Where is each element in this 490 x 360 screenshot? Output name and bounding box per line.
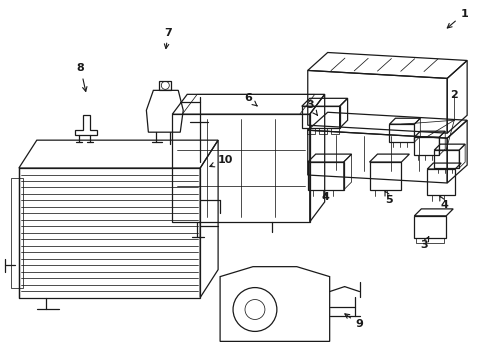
Bar: [307, 128, 315, 134]
Text: 7: 7: [164, 28, 172, 49]
Bar: [331, 128, 339, 134]
Text: 1: 1: [447, 9, 468, 28]
Text: 4: 4: [322, 192, 330, 202]
Text: 3: 3: [306, 100, 318, 116]
Bar: [318, 128, 327, 134]
Text: 8: 8: [77, 63, 87, 91]
Text: 6: 6: [244, 93, 257, 106]
Text: 5: 5: [385, 191, 393, 205]
Bar: [416, 238, 444, 243]
Text: 2: 2: [450, 90, 458, 100]
Text: 4: 4: [440, 196, 448, 210]
Text: 3: 3: [420, 237, 429, 250]
Bar: [159, 81, 171, 90]
Bar: [11, 178, 23, 288]
Text: 10: 10: [210, 155, 233, 167]
Text: 9: 9: [345, 314, 364, 329]
